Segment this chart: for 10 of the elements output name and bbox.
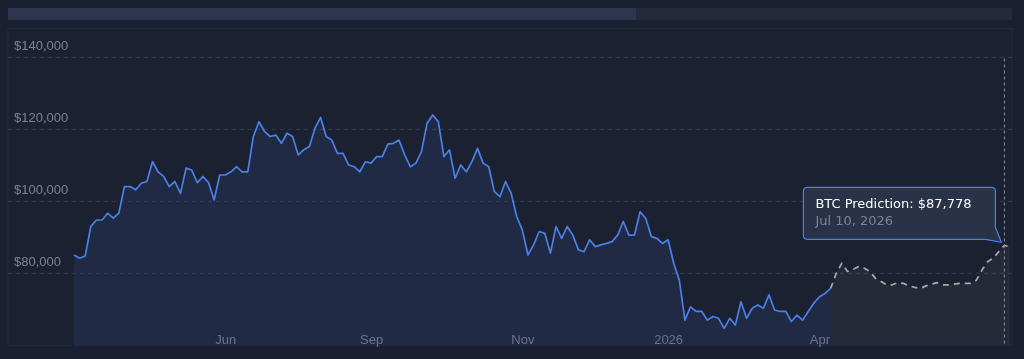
y-tick-label: $80,000 [14,253,61,269]
annotation: BTC Prediction: $87,778 Jul 10, 2026 [814,196,972,229]
x-tick-label: Nov [511,331,535,347]
y-tick-label: $100,000 [14,181,69,197]
y-tick-label: $120,000 [14,109,69,125]
x-tick-label: Jun [215,331,237,347]
y-tick-label: $140,000 [14,37,69,53]
x-tick-label: 2026 [654,331,684,347]
x-tick-label: Sep [359,331,384,347]
x-tick-label: Apr [809,331,831,347]
